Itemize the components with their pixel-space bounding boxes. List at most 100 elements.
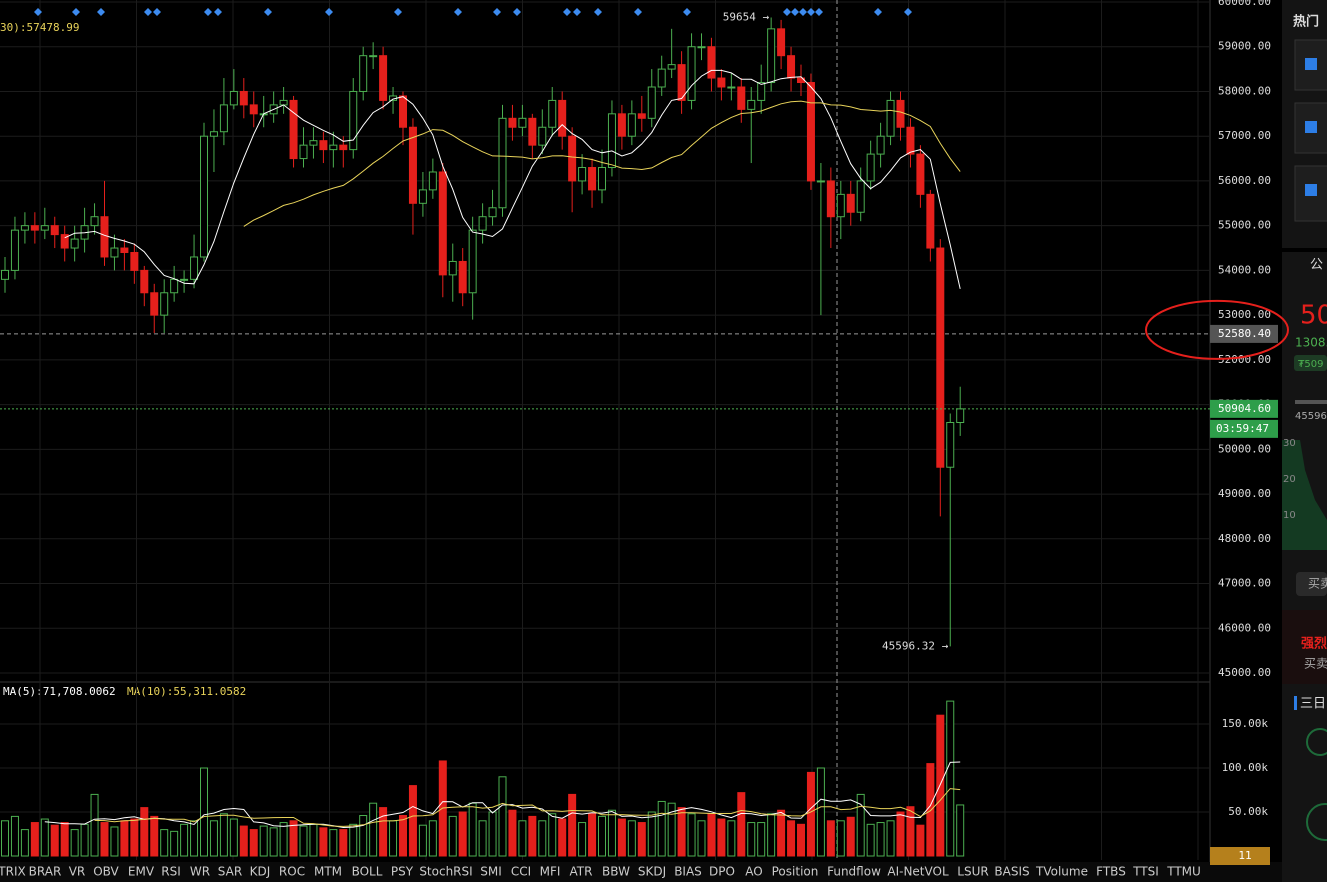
candle-body [836, 193, 845, 218]
y-tick-label: 50000.00 [1218, 442, 1271, 455]
volume-bar [598, 815, 606, 857]
candle-body [946, 421, 955, 468]
volume-bar [866, 823, 875, 857]
volume-bar [200, 767, 208, 857]
checkbox[interactable] [1305, 58, 1317, 70]
candle-body [379, 55, 388, 101]
checkbox[interactable] [1305, 121, 1317, 133]
candle-body [190, 256, 199, 280]
signal-marker [394, 8, 402, 16]
volume-bar [876, 822, 885, 857]
candle-body [408, 126, 417, 204]
candle-body [866, 153, 875, 182]
volume-bar [428, 820, 437, 857]
candle-body [906, 126, 915, 155]
volume-bar [667, 802, 676, 857]
indicator-tab[interactable]: ATR [570, 865, 593, 879]
indicator-tab[interactable]: ROC [279, 865, 305, 879]
y-tick-label: 49000.00 [1218, 487, 1271, 500]
candle-body [130, 252, 139, 271]
indicator-tab[interactable]: TTMU [1166, 865, 1201, 879]
volume-bar [70, 829, 79, 857]
candle-body [209, 131, 218, 137]
indicator-tab[interactable]: EMV [128, 865, 155, 879]
y-tick-label: 52000.00 [1218, 353, 1271, 366]
indicator-tab[interactable]: Fundflow [827, 865, 881, 879]
indicator-tab[interactable]: LSUR [957, 865, 988, 879]
candle-body [687, 46, 696, 101]
candle-body [528, 117, 537, 146]
indicator-tab[interactable]: BOLL [352, 865, 383, 879]
candle-body [568, 135, 577, 182]
candle-body [607, 113, 616, 169]
indicator-tab[interactable]: TTSI [1132, 865, 1159, 879]
volume-bar [787, 820, 796, 857]
candle-body [279, 99, 288, 106]
candle-body [617, 113, 626, 137]
volume-bar [916, 824, 925, 857]
candle-body [438, 171, 447, 276]
indicator-tab[interactable]: BBW [602, 865, 630, 879]
signal-marker [594, 8, 602, 16]
y-tick-label: 57000.00 [1218, 129, 1271, 142]
indicator-tab[interactable]: SKDJ [638, 865, 666, 879]
indicator-tab[interactable]: KDJ [250, 865, 271, 879]
candle-body [767, 28, 776, 84]
low-label: 45596 [1295, 411, 1327, 422]
volume-bar [448, 815, 457, 857]
indicator-tab[interactable]: TVolume [1035, 865, 1088, 879]
indicator-tab[interactable]: RSI [161, 865, 181, 879]
candle-body [319, 140, 328, 151]
low-note: 45596.32 → [882, 639, 949, 652]
indicator-tab[interactable]: Position [772, 865, 819, 879]
depth-tick: 10 [1283, 510, 1296, 521]
y-tick-label: 47000.00 [1218, 577, 1271, 590]
indicator-tab[interactable]: BIAS [674, 865, 702, 879]
indicator-tab[interactable]: CCI [511, 865, 531, 879]
volume-bar [150, 815, 159, 857]
volume-bar [657, 800, 666, 857]
candle-body [458, 260, 467, 294]
indicator-tab[interactable]: DPO [709, 865, 735, 879]
separator [1282, 248, 1327, 252]
indicator-tab[interactable]: MFI [540, 865, 561, 879]
signal-marker [144, 8, 152, 16]
volume-bar [10, 815, 19, 857]
fiat-pill [1294, 355, 1327, 371]
volume-bar [558, 818, 567, 857]
candle-body [70, 238, 79, 249]
candle-body [120, 247, 129, 254]
indicator-tab[interactable]: AI-NetVOL [887, 865, 949, 879]
volume-bar [677, 807, 686, 857]
trade-button[interactable] [1296, 572, 1327, 596]
indicator-tab[interactable]: WR [190, 865, 210, 879]
volume-bar [518, 820, 527, 857]
volume-bar [488, 811, 497, 857]
indicator-tab[interactable]: VR [69, 865, 86, 879]
indicator-tab[interactable]: StochRSI [419, 865, 472, 879]
checkbox[interactable] [1305, 184, 1317, 196]
volume-bar [40, 818, 49, 857]
volume-bar [1, 820, 9, 857]
indicator-tab[interactable]: TRIX [0, 865, 26, 879]
vol-ma-line [44, 761, 961, 829]
indicator-tab[interactable]: MTM [314, 865, 342, 879]
volume-bar [399, 815, 407, 857]
candle-body [657, 68, 666, 88]
indicator-tab[interactable]: OBV [93, 865, 119, 879]
indicator-tab[interactable]: PSY [391, 865, 414, 879]
signal-marker [573, 8, 581, 16]
indicator-tab[interactable]: BASIS [994, 865, 1029, 879]
candle-body [60, 234, 69, 249]
indicator-tab[interactable]: AO [745, 865, 762, 879]
indicator-tab[interactable]: SMI [480, 865, 502, 879]
volume-bar [279, 822, 288, 857]
candle-body [329, 144, 338, 151]
indicator-tab[interactable]: BRAR [29, 865, 62, 879]
indicator-tab[interactable]: SAR [218, 865, 242, 879]
y-tick-label: 60000.00 [1218, 0, 1271, 8]
signal-marker [815, 8, 823, 16]
volume-bar [528, 815, 537, 857]
volume-bar [478, 820, 487, 857]
indicator-tab[interactable]: FTBS [1096, 865, 1126, 879]
